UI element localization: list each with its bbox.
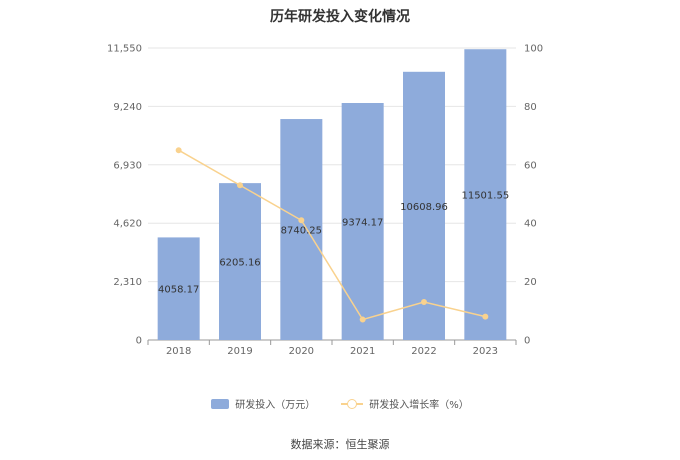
legend-bar-swatch — [211, 398, 230, 409]
growth-rate-point — [298, 217, 305, 224]
bar-value-label: 11501.55 — [461, 191, 509, 202]
bar — [219, 183, 261, 340]
y-left-tick-label: 4,620 — [113, 219, 142, 230]
y-right-tick-label: 80 — [524, 102, 537, 113]
y-left-tick-label: 2,310 — [113, 277, 142, 288]
bar — [341, 103, 384, 340]
bar-value-label: 9374.17 — [342, 218, 383, 229]
chart-title: 历年研发投入变化情况 — [270, 9, 410, 25]
legend-item-line[interactable]: 研发投入增长率（%） — [341, 396, 469, 411]
bar — [280, 119, 323, 341]
y-right-tick-label: 100 — [524, 44, 543, 55]
bar-value-label: 6205.16 — [219, 258, 260, 269]
y-right-tick-label: 40 — [524, 219, 537, 230]
y-right-tick-label: 60 — [524, 160, 537, 171]
bar-value-label: 8740.25 — [281, 226, 322, 237]
x-tick-label: 2021 — [350, 346, 375, 357]
legend-line-swatch — [341, 398, 364, 409]
data-source: 数据来源：恒生聚源 — [290, 438, 390, 451]
y-left-tick-label: 0 — [136, 336, 142, 347]
growth-rate-point — [359, 316, 366, 323]
growth-rate-point — [237, 182, 243, 189]
x-tick-label: 2018 — [166, 346, 191, 357]
y-right-tick-label: 0 — [524, 336, 530, 347]
bar — [464, 49, 507, 340]
y-right-tick-label: 20 — [524, 277, 537, 288]
y-left-tick-label: 6,930 — [113, 160, 142, 171]
legend: 研发投入（万元） 研发投入增长率（%） — [0, 396, 680, 411]
growth-rate-point — [482, 313, 489, 320]
bar — [157, 237, 200, 340]
x-tick-label: 2020 — [289, 346, 314, 357]
y-left-tick-label: 9,240 — [113, 102, 142, 113]
bar-value-label: 10608.96 — [400, 202, 448, 213]
legend-line-label: 研发投入增长率（%） — [369, 400, 469, 411]
bar — [403, 71, 445, 340]
x-tick-label: 2022 — [411, 346, 436, 357]
x-tick-label: 2023 — [473, 346, 498, 357]
x-tick-label: 2019 — [227, 346, 252, 357]
legend-bar-label: 研发投入（万元） — [235, 400, 316, 411]
y-left-tick-label: 11,550 — [107, 44, 142, 55]
growth-rate-line — [178, 149, 486, 321]
growth-rate-point — [175, 147, 182, 154]
legend-item-bar[interactable]: 研发投入（万元） — [211, 396, 315, 411]
bar-value-label: 4058.17 — [158, 285, 199, 296]
growth-rate-point — [421, 299, 427, 306]
